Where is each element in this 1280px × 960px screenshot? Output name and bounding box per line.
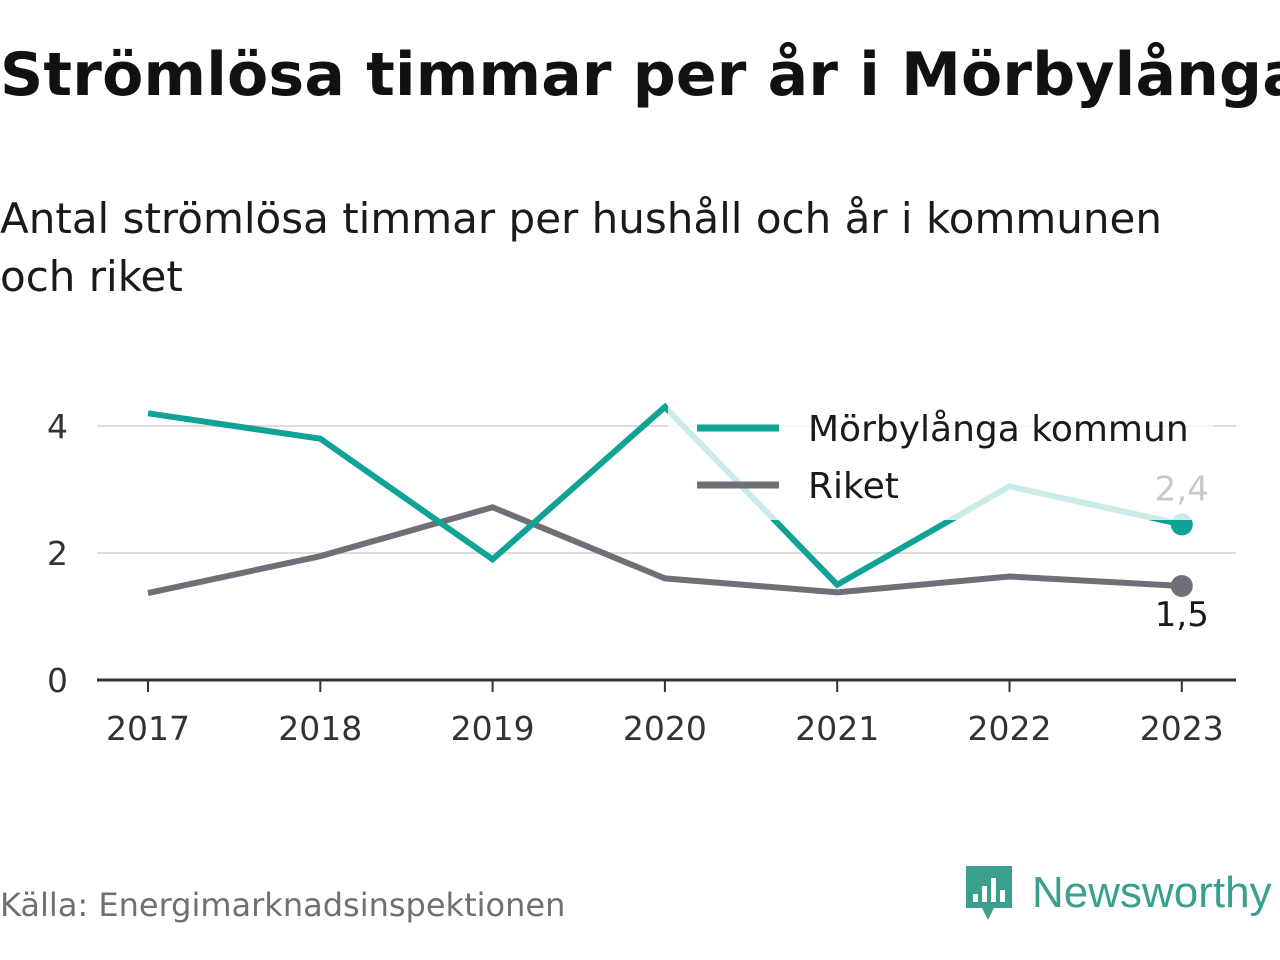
- legend-background: [668, 396, 1214, 520]
- brand-name: Newsworthy: [1032, 868, 1272, 917]
- brand-logo[interactable]: Newsworthy: [964, 864, 1272, 922]
- legend: Mörbylånga kommun Riket 2,4 1,5: [668, 396, 1214, 635]
- x-tick-label: 2019: [451, 709, 535, 748]
- source-note: Källa: Energimarknadsinspektionen: [0, 886, 566, 924]
- legend-label-riket: Riket: [808, 466, 899, 507]
- x-tick-label: 2023: [1140, 709, 1224, 748]
- x-tick-label: 2022: [968, 709, 1052, 748]
- y-tick-label: 4: [47, 407, 68, 446]
- y-tick-label: 0: [47, 661, 68, 700]
- gridlines: 0 2 4: [47, 407, 1236, 700]
- chart-title: Strömlösa timmar per år i Mörbylånga: [0, 40, 1280, 110]
- x-tick-label: 2017: [106, 709, 190, 748]
- x-tick-label: 2020: [623, 709, 707, 748]
- series-line-riket: [147, 504, 1182, 596]
- x-tick-label: 2018: [278, 709, 362, 748]
- end-value-label-morbylanga: 2,4: [1155, 469, 1209, 509]
- x-axis: 2017 2018 2019 2020 2021 2022 2023: [97, 678, 1236, 748]
- newsworthy-logo-icon: [966, 866, 1012, 920]
- legend-label-morbylanga: Mörbylånga kommun: [808, 409, 1189, 450]
- end-value-label-riket: 1,5: [1155, 595, 1209, 635]
- end-point-riket: [1170, 575, 1193, 598]
- x-tick-label: 2021: [795, 709, 879, 748]
- chart-subtitle: Antal strömlösa timmar per hushåll och å…: [0, 194, 1162, 301]
- y-tick-label: 2: [47, 534, 68, 573]
